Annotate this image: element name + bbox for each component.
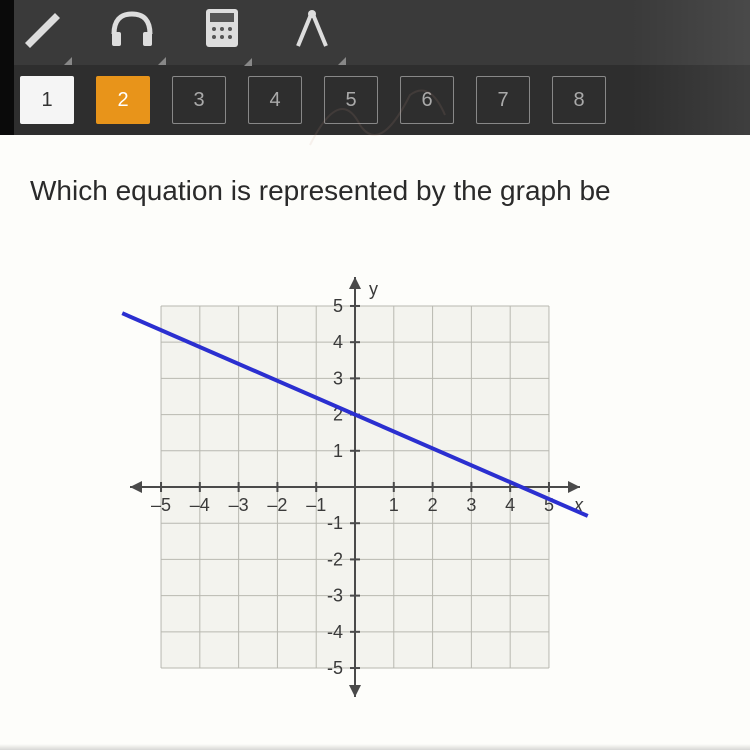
pencil-icon[interactable]	[20, 8, 60, 57]
photo-artifact	[300, 75, 450, 155]
coordinate-plane-chart: –5–4–3–2–112345-5-4-3-2-112345yx	[100, 247, 610, 727]
calculator-icon[interactable]	[204, 7, 240, 58]
tool-toolbar	[0, 0, 750, 65]
nav-btn-8[interactable]: 8	[552, 76, 606, 124]
headphones-icon[interactable]	[110, 8, 154, 57]
svg-text:-1: -1	[327, 513, 343, 533]
svg-text:-5: -5	[327, 658, 343, 678]
svg-text:–1: –1	[306, 495, 326, 515]
compass-icon[interactable]	[290, 8, 334, 57]
svg-text:-3: -3	[327, 586, 343, 606]
svg-text:-2: -2	[327, 549, 343, 569]
svg-text:3: 3	[466, 495, 476, 515]
svg-text:4: 4	[505, 495, 515, 515]
nav-btn-7[interactable]: 7	[476, 76, 530, 124]
nav-btn-4[interactable]: 4	[248, 76, 302, 124]
svg-text:–2: –2	[267, 495, 287, 515]
nav-btn-3[interactable]: 3	[172, 76, 226, 124]
svg-text:1: 1	[389, 495, 399, 515]
svg-text:y: y	[369, 279, 378, 299]
question-content: Which equation is represented by the gra…	[0, 135, 750, 750]
chart-svg: –5–4–3–2–112345-5-4-3-2-112345yx	[100, 247, 610, 727]
svg-text:–4: –4	[190, 495, 210, 515]
svg-text:4: 4	[333, 332, 343, 352]
nav-btn-1[interactable]: 1	[20, 76, 74, 124]
svg-text:5: 5	[333, 296, 343, 316]
svg-text:3: 3	[333, 368, 343, 388]
svg-text:–3: –3	[229, 495, 249, 515]
question-text: Which equation is represented by the gra…	[30, 175, 720, 207]
svg-text:2: 2	[428, 495, 438, 515]
svg-text:1: 1	[333, 441, 343, 461]
nav-btn-2[interactable]: 2	[96, 76, 150, 124]
svg-text:-4: -4	[327, 622, 343, 642]
svg-text:–5: –5	[151, 495, 171, 515]
edge-shadow	[0, 744, 750, 750]
